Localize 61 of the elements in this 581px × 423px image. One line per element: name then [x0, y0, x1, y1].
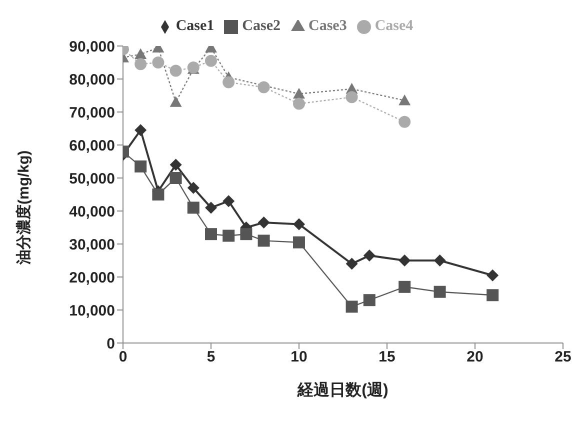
point [134, 160, 147, 172]
y-tick-label: 0 [106, 335, 115, 352]
point [293, 88, 305, 99]
point [134, 124, 147, 136]
point [293, 98, 305, 110]
y-tick-label: 10,000 [69, 302, 115, 320]
legend-label: Case1 [176, 18, 214, 34]
y-axis-title: 油分濃度(mg/kg) [14, 150, 32, 266]
y-tick-label: 30,000 [69, 236, 115, 254]
x-tick-label: 20 [466, 348, 484, 366]
y-tick-label: 20,000 [69, 269, 115, 286]
point [205, 54, 217, 67]
legend-label: Case3 [308, 18, 347, 34]
point [222, 230, 235, 242]
point [222, 76, 235, 88]
point [222, 195, 235, 208]
point [240, 228, 252, 240]
point [152, 188, 164, 200]
point [293, 218, 305, 230]
x-axis-title: 経過日数(週) [296, 381, 388, 399]
point [187, 182, 200, 194]
y-tick-label: 80,000 [69, 71, 115, 88]
x-tick-label: 25 [554, 348, 572, 366]
point [434, 254, 446, 266]
x-tick-label: 10 [290, 348, 308, 366]
legend-label: Case4 [374, 18, 414, 34]
point [152, 56, 164, 68]
point [170, 64, 182, 77]
point [258, 216, 270, 229]
point [258, 81, 270, 94]
y-tick-label: 90,000 [69, 38, 115, 56]
legend-label: Case2 [242, 18, 280, 34]
y-tick-label: 40,000 [69, 203, 115, 220]
point [486, 269, 499, 282]
x-tick-label: 5 [206, 348, 216, 366]
point [363, 250, 376, 262]
point [398, 116, 411, 128]
y-tick-label: 70,000 [69, 104, 115, 122]
point [258, 234, 270, 247]
x-tick-label: 15 [378, 348, 396, 366]
point [205, 228, 217, 240]
point [434, 286, 446, 298]
point [170, 96, 182, 107]
point [346, 91, 358, 104]
point [293, 236, 305, 248]
point [134, 48, 147, 60]
point [398, 254, 411, 266]
point [346, 258, 358, 270]
y-tick-label: 60,000 [69, 137, 115, 154]
point [134, 58, 147, 70]
point [486, 289, 499, 302]
point [398, 94, 411, 106]
point [346, 300, 358, 313]
x-tick-label: 0 [118, 348, 128, 366]
point [363, 294, 376, 306]
point [170, 172, 182, 184]
point [170, 158, 182, 171]
point [205, 202, 217, 214]
point [187, 202, 200, 214]
y-tick-label: 50,000 [69, 170, 115, 188]
point [398, 280, 411, 293]
